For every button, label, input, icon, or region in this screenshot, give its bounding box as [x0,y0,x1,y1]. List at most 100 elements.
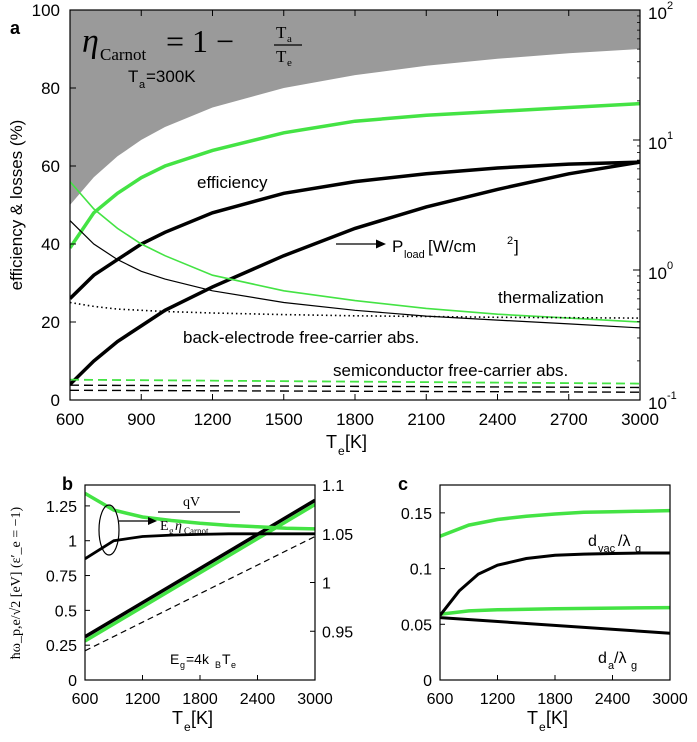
svg-text:e: e [231,660,236,670]
panel-b-frame [84,484,316,681]
label-semiconductor: semiconductor free-carrier abs. [333,361,568,380]
svg-text:g: g [180,660,185,670]
x-tick-label-a: 600 [56,410,84,429]
x-tick-label-b: 2400 [240,691,276,708]
svg-text:[K]: [K] [191,708,213,728]
series-thermalization-black [70,220,640,329]
svg-text:/λ: /λ [618,533,630,550]
label-efficiency: efficiency [197,173,268,192]
y-axis-label-a: efficiency & losses (%) [7,120,26,291]
svg-text:T: T [276,47,287,66]
series-plasma-black [85,498,315,639]
y2-tick-label-b: 1.05 [322,527,353,544]
x-tick-label-a: 3000 [621,410,659,429]
x-tick-label-a: 2400 [479,410,517,429]
x-tick-label-a: 1200 [194,410,232,429]
x-tick-label-a: 2100 [407,410,445,429]
svg-text:η: η [82,23,99,60]
series-eg-dashed [85,535,315,652]
svg-text:P: P [392,237,403,256]
svg-text:e: e [539,720,546,734]
panel-a: 600 900 1200 1500 1800 2100 2400 2700 3000020406… [7,0,677,458]
label-pload: P load [W/cm 2 ] [336,235,519,261]
svg-text:E: E [160,519,169,534]
y-tick-label-a: 80 [41,79,60,98]
x-axis-label-a: T e [K] [326,432,367,458]
label-da: d a /λ g [598,650,637,672]
y-tick-label-b: 1 [68,534,77,551]
series-da-black [440,616,670,635]
x-tick-label-b: 1200 [125,691,161,708]
y-tick-label-b: 0 [68,673,77,690]
svg-text:T: T [172,708,183,728]
y2-tick-label-a: 10 [648,134,667,153]
panel-c: 600 1200 1800 2400 3000 0 0.05 0.1 0.15 c d vac … [398,474,688,734]
y-tick-label-b: 0.75 [46,569,77,586]
svg-text:e: e [338,444,345,458]
x-tick-label-c: 600 [427,691,454,708]
svg-text:a: a [608,660,615,672]
y2-tick-exp-a: 0 [667,260,673,272]
x-tick-label-b: 1800 [182,691,218,708]
svg-text:d: d [588,533,597,550]
carnot-formula: η Carnot = 1 − T a T e [82,23,302,69]
svg-text:e: e [184,720,191,734]
y-tick-label-a: 0 [51,391,60,410]
svg-text:=300K: =300K [146,67,196,86]
svg-text:Carnot: Carnot [184,526,209,536]
ratio-annotation: qV E g η Carnot [98,495,240,556]
panel-label-b: b [62,474,73,494]
panel-b: 600 1200 1800 2400 3000 0 0.25 0.5 0.75 1 1.25 0.95… [9,474,353,734]
svg-text:T: T [128,67,138,86]
y-tick-label-a: 60 [41,157,60,176]
svg-text:e: e [287,57,292,69]
svg-text:=4k: =4k [186,651,210,667]
y-axis-label-b: ħω_p,e/√2 [eV] (ε′_e = −1) [9,506,24,659]
ta-label: T a =300K [128,67,196,91]
panel-label-a: a [10,18,21,38]
svg-text:[K]: [K] [345,432,367,452]
series-efficiency-green [70,101,640,249]
svg-text:vac: vac [598,543,616,555]
svg-text:2: 2 [507,235,513,247]
eg-annotation: E g =4k B T e [170,651,236,670]
label-dvac: d vac /λ g [588,533,641,555]
y-tick-label-c: 0.1 [410,562,432,579]
svg-text:T: T [276,23,287,42]
x-tick-label-a: 1500 [265,410,303,429]
x-tick-label-c: 3000 [652,691,688,708]
series-da-green [440,605,670,617]
series-efficiency-black [70,160,640,300]
series-dvac-green [440,508,670,538]
y-tick-label-a: 20 [41,313,60,332]
series-thermalization-green [70,181,640,323]
svg-text:[K]: [K] [546,708,568,728]
series-ratio-green [85,491,315,531]
series-semiconductor-black-dashed-2 [70,389,640,393]
y-tick-label-a: 100 [32,1,60,20]
y2-tick-exp-a: -1 [667,390,677,402]
x-tick-label-c: 2400 [595,691,631,708]
svg-text:E: E [170,651,179,667]
y-tick-label-b: 1.25 [46,499,77,516]
panel-c-frame [439,484,671,681]
y-tick-label-b: 0.25 [46,638,77,655]
x-tick-label-b: 600 [72,691,99,708]
panel-a-frame [69,9,641,401]
y-tick-label-c: 0.15 [401,506,432,523]
x-tick-label-c: 1800 [537,691,573,708]
series-pload-black [70,160,640,386]
x-axis-label-c: T e [K] [527,708,568,734]
series-semiconductor-green-dashed [70,378,640,385]
carnot-limit-area [70,10,640,205]
label-back-electrode: back-electrode free-carrier abs. [183,328,419,347]
y-tick-label-b: 0.5 [55,603,77,620]
x-tick-label-a: 1800 [336,410,374,429]
x-tick-label-c: 1200 [480,691,516,708]
svg-text:B: B [215,660,221,670]
svg-text:T: T [527,708,538,728]
svg-text:a: a [287,33,292,45]
x-tick-label-b: 3000 [297,691,333,708]
svg-text:T: T [326,432,337,452]
